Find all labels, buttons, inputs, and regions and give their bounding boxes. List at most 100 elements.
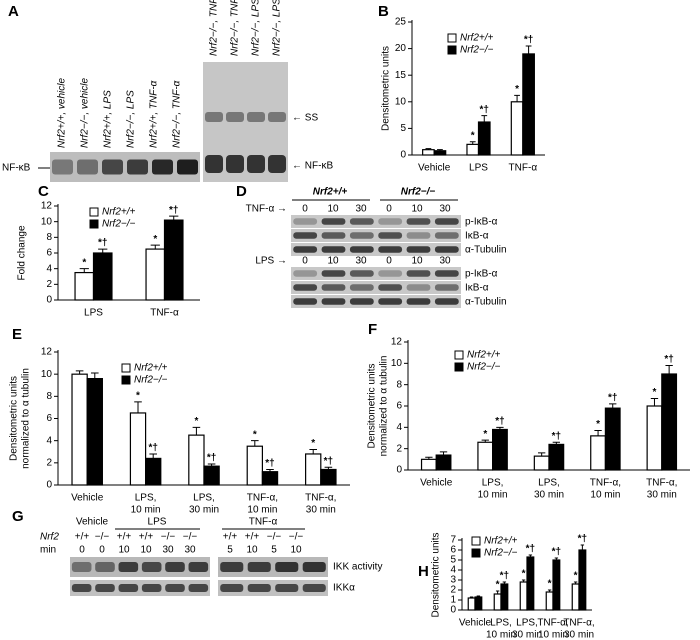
blot-band [293, 218, 318, 225]
y-tick-label: 4 [396, 422, 402, 433]
y-axis-label: Densitometric units [9, 376, 20, 461]
row-label: IκB-α [465, 231, 489, 242]
blot-band [434, 232, 459, 239]
time-label: 10 [118, 545, 130, 556]
blot-band [220, 562, 244, 572]
blot-band [378, 284, 403, 291]
significance-mark: *† [608, 393, 617, 404]
bar [522, 53, 535, 156]
blot-band [226, 155, 244, 173]
significance-mark: *† [500, 571, 509, 582]
legend-label: Nrf2−/− [467, 362, 501, 373]
time-label: 30 [355, 256, 367, 267]
y-tick-label: 2 [46, 457, 52, 468]
bar [305, 453, 322, 486]
significance-mark: * [548, 579, 552, 590]
lane-label: Nrf2−/−, LPS, p50 ab [272, 0, 283, 56]
x-tick-label: Vehicle [420, 478, 453, 489]
bar [86, 378, 103, 486]
genotype-label: +/+ [223, 532, 238, 543]
significance-mark: *† [324, 456, 333, 467]
legend-swatch [454, 362, 464, 372]
error-bar [495, 590, 500, 594]
legend-swatch [447, 33, 457, 43]
blot-band [321, 246, 346, 253]
error-bar [425, 456, 433, 460]
row-label: α-Tubulin [465, 245, 507, 256]
legend-swatch [121, 375, 131, 385]
blot-band [321, 270, 346, 277]
error-bar [75, 370, 84, 375]
lane-label: Nrf2−/−, LPS [126, 90, 137, 148]
blot-band [95, 584, 115, 592]
time-label: 30 [162, 545, 174, 556]
legend-swatch [89, 207, 99, 217]
blot-band [378, 218, 403, 225]
bar [510, 101, 524, 156]
error-bar [650, 398, 659, 406]
y-tick-label: 4 [450, 565, 456, 576]
row-label: α-Tubulin [465, 297, 507, 308]
time-label: 10 [246, 545, 258, 556]
error-bar [514, 94, 520, 102]
row-label: p-IκB-α [465, 269, 498, 280]
error-bar [547, 589, 552, 592]
blot-band [165, 562, 185, 572]
significance-mark: * [194, 416, 198, 427]
significance-mark: *† [207, 453, 216, 464]
y-axis-label: Densitometric units [381, 46, 392, 131]
bar [145, 457, 162, 486]
y-tick-label: 1 [450, 595, 456, 606]
stimulus-label: TNF-α → [246, 204, 287, 215]
blot-band [406, 284, 431, 291]
error-bar [437, 149, 443, 151]
blot-band [247, 562, 271, 572]
error-bar [192, 426, 201, 436]
lane-label: Nrf2−/−, TNF-α, p50 ab [230, 0, 241, 56]
time-label: 10 [327, 204, 339, 215]
blot-band [293, 270, 318, 277]
bar [571, 583, 580, 611]
lane-label: Nrf2+/+, TNF-α [149, 80, 160, 148]
blot-band [349, 270, 374, 277]
blot-band [321, 284, 346, 291]
blot-band [141, 562, 162, 572]
y-tick-label: 10 [391, 358, 403, 369]
time-label: 10 [327, 256, 339, 267]
x-tick-label: Vehicle [71, 493, 104, 504]
blot-band [52, 159, 73, 175]
bar [477, 121, 491, 156]
blot-band [302, 584, 326, 592]
x-tick-label: LPS [84, 308, 103, 319]
significance-mark: *† [265, 458, 274, 469]
time-label: 0 [99, 545, 105, 556]
x-tick-label: 30 min [564, 630, 594, 640]
significance-mark: * [311, 438, 315, 449]
blot-band [434, 284, 459, 291]
error-bar [439, 451, 448, 456]
blot-band [275, 584, 299, 592]
time-row-label: min [40, 545, 56, 556]
error-bar [469, 141, 476, 145]
x-tick-label: TNF-α [509, 163, 538, 174]
legend-swatch [471, 548, 481, 558]
y-tick-label: 12 [41, 347, 53, 358]
bar [500, 583, 509, 611]
error-bar [521, 579, 526, 582]
legend-label: Nrf2+/+ [134, 363, 168, 374]
x-tick-label: LPS, [516, 618, 538, 629]
error-bar [665, 364, 673, 374]
genotype-label: +/+ [75, 532, 90, 543]
bar [477, 441, 494, 471]
bar [420, 458, 437, 471]
blot-band [152, 159, 173, 175]
y-tick-label: 5 [400, 123, 406, 134]
y-tick-label: 10 [41, 216, 53, 227]
significance-mark: *† [526, 544, 535, 555]
error-bar [538, 452, 546, 457]
x-tick-label: TNF-α, [305, 493, 336, 504]
significance-mark: * [653, 387, 657, 398]
blot-band [247, 155, 265, 173]
significance-mark: * [496, 580, 500, 591]
time-label: 5 [271, 545, 277, 556]
